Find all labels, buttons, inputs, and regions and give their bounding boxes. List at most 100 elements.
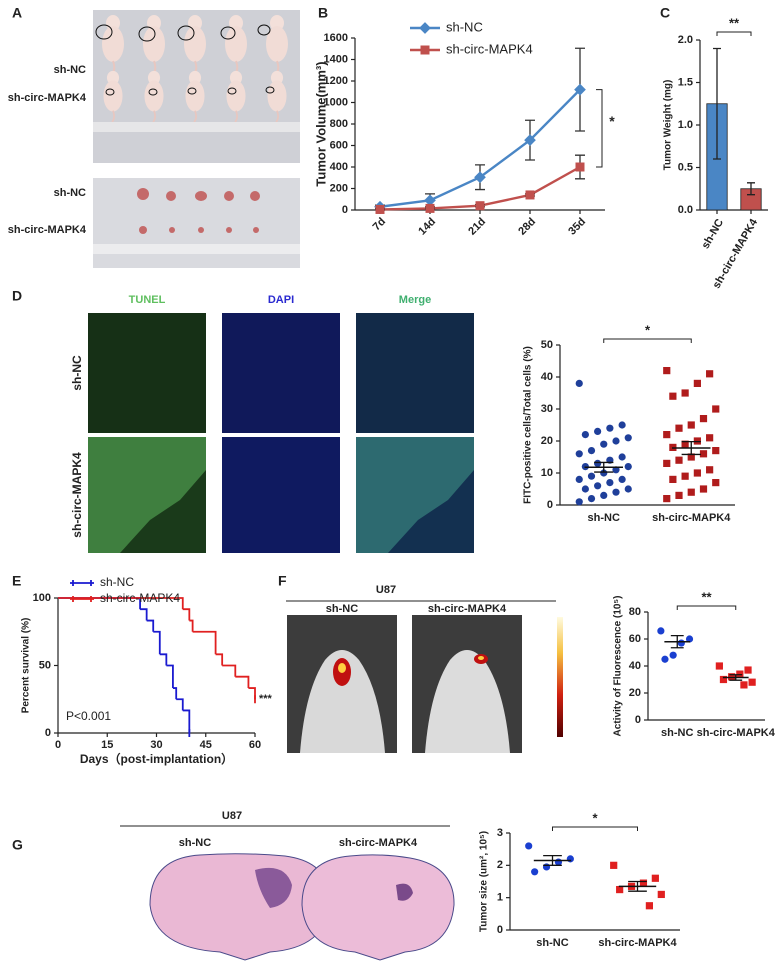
marker <box>616 885 624 894</box>
y-tick-label: 1 <box>497 892 503 904</box>
marker <box>669 392 677 400</box>
survival-step <box>146 619 155 632</box>
x-tick-label: 30 <box>150 739 162 751</box>
marker <box>424 194 436 207</box>
survival-step <box>182 608 191 621</box>
marker <box>581 485 589 493</box>
significance-label: * <box>592 810 598 825</box>
y-tick-label: 0 <box>497 924 503 936</box>
x-tick-label: sh-NC <box>588 512 620 524</box>
y-tick-label: 0.0 <box>678 204 693 216</box>
y-axis-label: Tumor size (um², 10⁵) <box>479 831 490 932</box>
significance-bracket <box>676 605 737 610</box>
survival-step <box>182 709 191 733</box>
row-label: sh-NC <box>70 355 84 391</box>
significance-bracket <box>596 89 603 168</box>
marker <box>612 437 620 445</box>
error-bar <box>747 182 755 196</box>
row-label: sh-NC <box>54 64 86 76</box>
marker <box>706 370 714 378</box>
marker <box>575 475 583 483</box>
error-bar <box>670 634 684 649</box>
marker <box>669 475 677 483</box>
microscopy-grid <box>88 313 474 553</box>
x-tick-label: sh-NC <box>536 937 568 949</box>
x-tick-label: 28d <box>516 216 538 238</box>
marker <box>677 639 685 647</box>
mice <box>93 14 300 132</box>
y-tick-label: 400 <box>330 161 348 173</box>
marker <box>594 459 602 467</box>
panel-label: B <box>318 5 328 21</box>
marker <box>699 415 708 423</box>
survival-step <box>222 664 237 677</box>
y-tick-label: 600 <box>330 139 348 151</box>
marker <box>375 204 385 214</box>
marker <box>475 201 485 211</box>
x-tick-label: sh-NC <box>661 727 693 739</box>
annotation: *** <box>259 693 273 705</box>
survival-step <box>215 653 224 666</box>
x-tick-label: 14d <box>416 216 438 238</box>
marker <box>736 670 744 678</box>
heading: U87 <box>222 810 242 822</box>
marker <box>606 479 614 487</box>
marker <box>575 450 583 458</box>
survival-step <box>159 653 168 666</box>
marker <box>554 858 563 866</box>
marker <box>600 469 608 477</box>
marker <box>531 868 539 876</box>
y-tick-label: 1000 <box>324 96 348 108</box>
y-tick-label: 800 <box>330 118 348 130</box>
x-tick-label: sh-circ-MAPK4 <box>697 727 776 739</box>
marker <box>719 675 728 684</box>
error-bar <box>681 440 701 456</box>
legend-line <box>70 596 94 602</box>
column-label: TUNEL <box>129 294 166 306</box>
y-tick-label: 3 <box>497 827 503 839</box>
marker <box>525 842 533 850</box>
survival-step <box>235 675 250 689</box>
image-label: sh-circ-MAPK4 <box>339 837 418 849</box>
x-tick-label: 45 <box>200 739 212 751</box>
marker <box>575 498 583 506</box>
marker <box>594 427 602 435</box>
marker <box>612 488 620 496</box>
survival-step <box>58 597 184 610</box>
significance-label: * <box>645 322 651 337</box>
image-label: sh-NC <box>179 837 211 849</box>
marker <box>542 863 551 871</box>
marker <box>687 421 695 429</box>
legend-label: sh-circ-MAPK4 <box>100 591 180 605</box>
x-tick-label: sh-circ-MAPK4 <box>652 512 731 524</box>
y-tick-label: 30 <box>541 403 553 415</box>
significance-bracket <box>603 338 692 343</box>
marker <box>675 424 683 432</box>
column-label: DAPI <box>268 294 294 306</box>
error-bar <box>594 461 614 473</box>
legend-label: sh-NC <box>446 19 483 34</box>
marker <box>419 22 431 34</box>
marker <box>681 440 689 448</box>
marker <box>624 463 632 471</box>
marker <box>681 472 689 480</box>
marker <box>574 83 586 96</box>
y-tick-label: 0 <box>45 727 51 739</box>
y-tick-label: 0 <box>547 499 553 511</box>
marker <box>687 488 695 496</box>
survival-step <box>153 630 161 655</box>
marker <box>618 453 626 461</box>
survival-step <box>140 608 148 621</box>
marker <box>748 678 756 686</box>
marker <box>744 666 752 674</box>
marker <box>587 447 596 455</box>
marker <box>587 495 596 503</box>
x-tick-label: 21d <box>466 216 488 238</box>
error-bar <box>628 880 647 892</box>
marker <box>661 655 669 663</box>
marker <box>675 456 683 464</box>
annotation: P<0.001 <box>66 709 111 723</box>
x-tick-label: sh-circ-MAPK4 <box>598 937 677 949</box>
y-tick-label: 80 <box>629 606 641 618</box>
